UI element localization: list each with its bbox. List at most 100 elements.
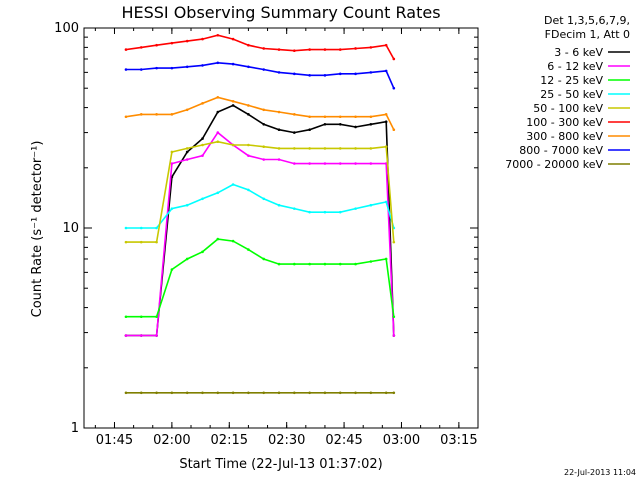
data-point-4-5	[201, 143, 204, 147]
data-point-4-6	[216, 140, 220, 144]
legend-label-8: 7000 - 20000 keV	[505, 158, 603, 171]
data-point-2-9	[262, 257, 266, 261]
data-point-8-13	[323, 391, 327, 395]
data-point-4-2	[155, 240, 158, 244]
x-tick-label-4: 02:45	[325, 433, 362, 448]
data-point-4-12	[308, 147, 311, 150]
timestamp-label: 22-Jul-2013 11:04	[564, 468, 636, 477]
data-point-6-14	[338, 115, 342, 119]
data-point-3-4	[185, 203, 189, 207]
data-point-2-12	[308, 262, 311, 266]
data-point-0-8	[247, 113, 250, 116]
data-point-4-16	[369, 147, 373, 150]
data-point-8-14	[338, 391, 342, 395]
data-point-0-12	[308, 128, 311, 132]
data-point-7-2	[155, 66, 158, 70]
data-point-3-11	[293, 207, 296, 210]
series-line-1	[126, 131, 395, 337]
legend-label-2: 12 - 25 keV	[540, 74, 603, 87]
data-point-6-17	[384, 113, 388, 116]
data-point-1-0	[124, 334, 128, 337]
data-point-3-7	[231, 183, 235, 186]
data-point-4-10	[277, 147, 281, 150]
data-point-7-9	[262, 68, 266, 71]
series-line-7	[126, 61, 395, 89]
data-point-6-1	[139, 113, 143, 116]
data-point-3-8	[247, 188, 250, 192]
data-point-5-7	[231, 37, 235, 41]
data-point-6-6	[216, 96, 220, 99]
data-point-4-11	[293, 147, 296, 150]
data-point-8-5	[201, 391, 204, 395]
data-point-5-10	[277, 48, 281, 51]
data-point-3-13	[323, 210, 327, 214]
data-point-2-4	[185, 257, 189, 261]
legend-label-1: 6 - 12 keV	[547, 60, 603, 73]
data-point-6-4	[185, 108, 189, 112]
data-point-2-7	[231, 239, 235, 243]
data-point-2-13	[323, 262, 327, 266]
data-point-2-6	[216, 237, 220, 241]
data-point-7-3	[170, 66, 174, 70]
data-point-6-5	[201, 102, 204, 105]
data-point-5-15	[354, 47, 357, 50]
data-point-0-17	[384, 120, 388, 124]
data-point-8-4	[185, 391, 189, 395]
y-tick-label-1: 10	[62, 221, 79, 236]
data-point-8-3	[170, 391, 174, 395]
data-point-3-9	[262, 197, 266, 201]
chart-title: HESSI Observing Summary Count Rates	[121, 3, 440, 22]
data-point-3-12	[308, 210, 311, 214]
data-point-4-7	[231, 143, 235, 147]
x-tick-label-5: 03:00	[383, 433, 420, 448]
data-point-1-11	[293, 162, 296, 165]
data-point-5-3	[170, 41, 174, 45]
data-point-2-11	[293, 262, 296, 266]
data-point-0-16	[369, 122, 373, 126]
data-point-8-1	[139, 391, 143, 395]
data-point-0-5	[201, 137, 204, 140]
legend-label-4: 50 - 100 keV	[533, 102, 603, 115]
series-line-6	[125, 96, 395, 131]
data-point-3-16	[369, 203, 373, 207]
data-point-5-14	[338, 48, 342, 51]
data-point-8-8	[247, 391, 250, 395]
data-point-1-14	[338, 162, 342, 165]
data-point-2-14	[338, 262, 342, 266]
data-point-6-18	[392, 128, 396, 132]
data-point-2-8	[247, 248, 250, 251]
data-point-6-16	[369, 115, 373, 119]
x-tick-label-2: 02:15	[211, 433, 248, 448]
data-point-8-17	[384, 391, 388, 395]
data-point-4-14	[338, 147, 342, 150]
legend-label-3: 25 - 50 keV	[540, 88, 603, 101]
data-point-1-1	[139, 334, 143, 337]
data-point-5-13	[323, 48, 327, 51]
data-point-6-15	[354, 115, 357, 119]
data-point-2-15	[354, 262, 357, 266]
data-point-3-14	[338, 210, 342, 214]
series-line-5	[125, 34, 395, 60]
data-point-7-4	[185, 65, 189, 69]
data-point-2-18	[392, 315, 396, 319]
data-point-3-5	[201, 197, 204, 201]
data-point-5-18	[392, 57, 396, 61]
data-point-3-10	[277, 203, 281, 207]
data-point-4-9	[262, 145, 266, 148]
data-point-1-16	[369, 162, 373, 165]
data-point-7-16	[369, 71, 373, 74]
data-point-2-10	[277, 262, 281, 266]
data-point-5-12	[308, 48, 311, 51]
data-point-8-12	[308, 391, 311, 395]
data-point-6-0	[124, 115, 128, 119]
x-tick-label-0: 01:45	[96, 433, 133, 448]
data-point-6-7	[231, 100, 235, 103]
data-point-5-4	[185, 39, 189, 43]
data-point-7-11	[293, 72, 296, 76]
data-point-4-13	[323, 147, 327, 150]
data-point-8-0	[124, 391, 128, 395]
data-point-8-10	[277, 391, 281, 395]
